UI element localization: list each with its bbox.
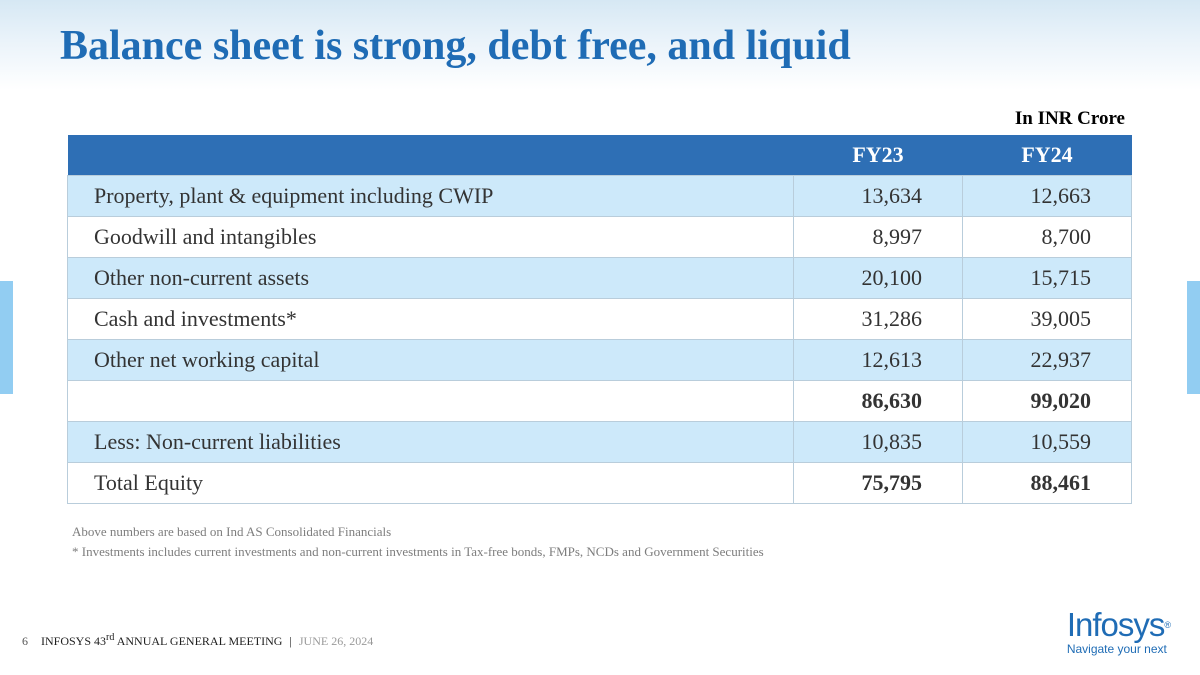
row-value-fy23: 13,634 bbox=[793, 175, 963, 217]
row-value-fy24: 8,700 bbox=[962, 216, 1132, 258]
logo-brand-text: Infosys bbox=[1066, 606, 1166, 643]
subtotal-row: 86,630 99,020 bbox=[67, 380, 1132, 422]
row-value-fy24: 15,715 bbox=[962, 257, 1132, 299]
slide-title: Balance sheet is strong, debt free, and … bbox=[60, 23, 851, 69]
footnote-investments: * Investments includes current investmen… bbox=[72, 544, 764, 559]
row-value-fy23: 20,100 bbox=[793, 257, 963, 299]
table-row: Other non-current assets 20,100 15,715 bbox=[67, 257, 1132, 299]
page-number: 6 bbox=[22, 634, 28, 648]
table-row: Property, plant & equipment including CW… bbox=[67, 175, 1132, 217]
row-value-fy24: 10,559 bbox=[962, 421, 1132, 463]
unit-label: In INR Crore bbox=[1014, 108, 1125, 129]
row-value-fy24: 22,937 bbox=[962, 339, 1132, 381]
header-fy23: FY23 bbox=[793, 135, 963, 176]
row-label: Other net working capital bbox=[67, 339, 794, 381]
event-name: INFOSYS 43rd ANNUAL GENERAL MEETING bbox=[41, 632, 283, 648]
row-label: Goodwill and intangibles bbox=[67, 216, 794, 258]
row-label: Property, plant & equipment including CW… bbox=[67, 175, 794, 217]
table-row: Other net working capital 12,613 22,937 bbox=[67, 339, 1132, 381]
logo-wordmark: Infosys® bbox=[1066, 606, 1171, 643]
table-row: Goodwill and intangibles 8,997 8,700 bbox=[67, 216, 1132, 258]
table-header-row: FY23 FY24 bbox=[67, 135, 1132, 176]
table-row: Cash and investments* 31,286 39,005 bbox=[67, 298, 1132, 340]
total-equity-fy24: 88,461 bbox=[962, 462, 1132, 504]
subtotal-fy24: 99,020 bbox=[962, 380, 1132, 422]
footnotes: Above numbers are based on Ind AS Consol… bbox=[72, 522, 764, 562]
row-label: Other non-current assets bbox=[67, 257, 794, 299]
total-equity-row: Total Equity 75,795 88,461 bbox=[67, 462, 1132, 504]
header-fy24: FY24 bbox=[962, 135, 1132, 176]
row-label: Less: Non-current liabilities bbox=[67, 421, 794, 463]
row-value-fy23: 8,997 bbox=[793, 216, 963, 258]
left-accent-bar bbox=[0, 281, 13, 394]
logo-tagline: Navigate your next bbox=[1066, 642, 1167, 656]
event-prefix: INFOSYS 43 bbox=[41, 634, 107, 648]
row-value-fy23: 12,613 bbox=[793, 339, 963, 381]
event-ordinal-suffix: rd bbox=[106, 632, 115, 643]
row-value-fy23: 31,286 bbox=[793, 298, 963, 340]
logo-registered-mark: ® bbox=[1164, 620, 1171, 630]
sky-background bbox=[0, 0, 1200, 90]
row-label: Total Equity bbox=[67, 462, 794, 504]
row-label bbox=[67, 380, 794, 422]
event-suffix: ANNUAL GENERAL MEETING bbox=[114, 634, 283, 648]
footer-separator: | bbox=[289, 634, 292, 648]
balance-sheet-table: FY23 FY24 Property, plant & equipment in… bbox=[67, 135, 1132, 504]
footer: 6 INFOSYS 43rd ANNUAL GENERAL MEETING | … bbox=[22, 632, 373, 649]
row-value-fy24: 12,663 bbox=[962, 175, 1132, 217]
table-row: Less: Non-current liabilities 10,835 10,… bbox=[67, 421, 1132, 463]
subtotal-fy23: 86,630 bbox=[793, 380, 963, 422]
event-date: JUNE 26, 2024 bbox=[298, 634, 374, 648]
footnote-basis: Above numbers are based on Ind AS Consol… bbox=[72, 524, 392, 539]
infosys-logo: Infosys® Navigate your next bbox=[1066, 606, 1171, 657]
row-value-fy24: 39,005 bbox=[962, 298, 1132, 340]
row-label: Cash and investments* bbox=[67, 298, 794, 340]
total-equity-fy23: 75,795 bbox=[793, 462, 963, 504]
header-label-cell bbox=[67, 135, 794, 176]
right-accent-bar bbox=[1187, 281, 1200, 394]
row-value-fy23: 10,835 bbox=[793, 421, 963, 463]
